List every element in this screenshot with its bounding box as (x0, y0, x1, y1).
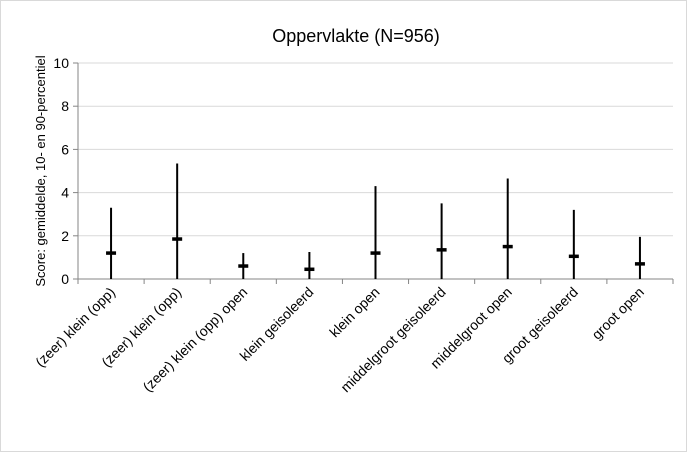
chart-title: Oppervlakte (N=956) (272, 26, 440, 46)
y-axis-label: Score: gemiddelde, 10- en 90-percentiel (33, 55, 48, 286)
y-tick-labels: 0 2 4 6 8 10 (53, 55, 69, 287)
x-category-label-4: klein open (326, 284, 382, 340)
y-tick-label-4: 4 (61, 185, 69, 201)
x-category-label-8: groot open (588, 284, 647, 343)
y-tick-label-6: 6 (61, 141, 69, 157)
y-tick-label-0: 0 (61, 271, 69, 287)
x-category-labels: (zeer) klein (opp)(zeer) klein (opp)(zee… (32, 284, 647, 395)
y-tick-label-10: 10 (53, 55, 69, 71)
y-tick-label-2: 2 (61, 228, 69, 244)
range-marks (106, 163, 645, 279)
y-tick-label-8: 8 (61, 98, 69, 114)
axes (73, 62, 674, 284)
